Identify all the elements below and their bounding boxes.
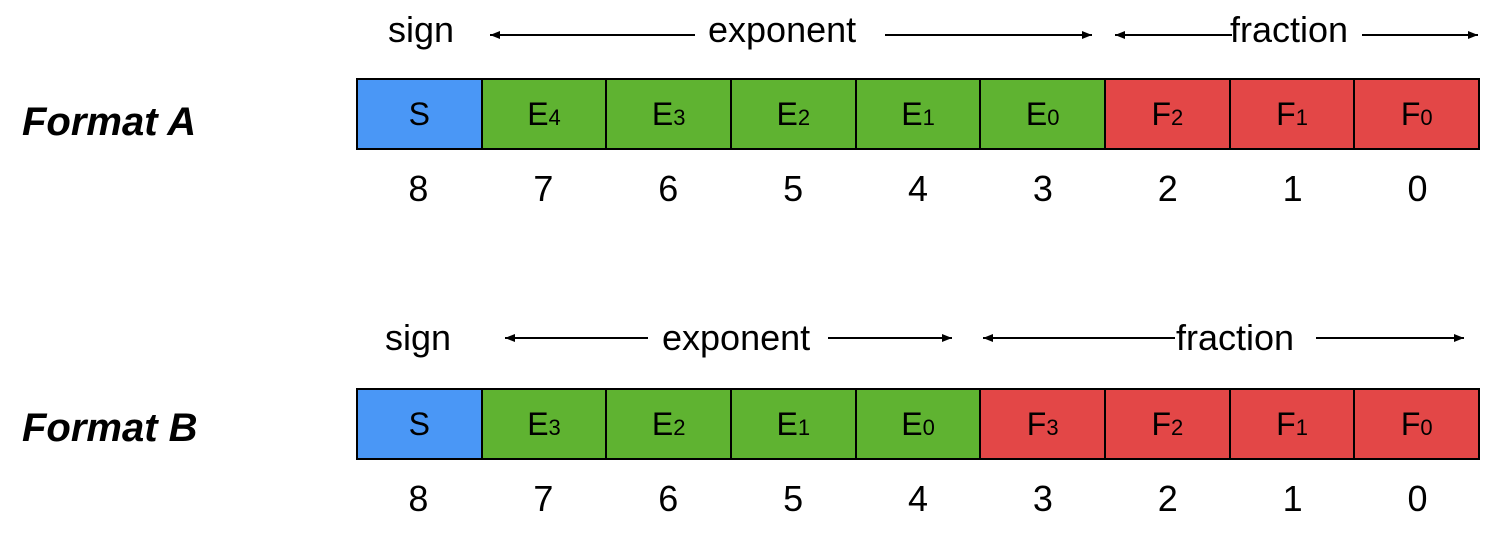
format-a-bit-cell-8: S	[358, 80, 481, 148]
bit-letter: E	[776, 405, 798, 442]
format-b-bit-position-4: 4	[907, 478, 929, 519]
bit-subscript: 1	[922, 105, 935, 130]
format-b-bit-position-3: 3	[1032, 478, 1053, 519]
bit-subscript: 0	[1047, 105, 1060, 130]
bit-subscript: 3	[673, 105, 686, 130]
format-a-bit-position-8: 8	[408, 168, 429, 209]
format-a-bit-position-4: 4	[907, 168, 929, 209]
bit-subscript: 0	[1420, 415, 1433, 440]
format-b-bit-positions: 8 7 6 5 4 3 2 1 0	[356, 478, 1480, 520]
format-b-bit-position-8: 8	[408, 478, 429, 519]
bit-subscript: 0	[922, 415, 935, 440]
format-b-sign-header: sign	[385, 317, 452, 358]
bit-letter: F	[1276, 95, 1296, 132]
bit-letter: E	[651, 405, 674, 442]
bit-letter: S	[408, 95, 430, 132]
bit-letter: F	[1151, 405, 1172, 442]
bit-subscript: 3	[548, 415, 561, 440]
format-a-exponent-header: exponent	[708, 9, 857, 50]
bit-subscript: 2	[673, 415, 686, 440]
bit-subscript: 1	[1295, 415, 1308, 440]
bit-letter: E	[901, 405, 923, 442]
format-b-bit-position-2: 2	[1157, 478, 1178, 519]
bit-subscript: 2	[1171, 415, 1184, 440]
bit-letter: S	[408, 405, 430, 442]
format-b-label: Format B	[22, 406, 198, 450]
format-a-bit-position-6: 6	[658, 168, 679, 209]
bit-subscript: 0	[1420, 105, 1433, 130]
format-b-fraction-header: fraction	[1176, 317, 1295, 358]
bit-letter: F	[1276, 405, 1296, 442]
format-b-bit-position-7: 7	[533, 478, 554, 519]
format-a-bit-positions: 8 7 6 5 4 3 2 1 0	[356, 168, 1480, 210]
format-a-bit-position-2: 2	[1157, 168, 1178, 209]
bit-letter: E	[1025, 95, 1048, 132]
bit-letter: F	[1151, 95, 1172, 132]
bit-letter: F	[1026, 405, 1047, 442]
bit-letter: F	[1400, 405, 1421, 442]
format-b-exponent-header: exponent	[662, 317, 811, 358]
bit-letter: E	[901, 95, 923, 132]
bit-letter: E	[527, 95, 549, 132]
bit-subscript: 3	[1046, 415, 1059, 440]
format-a-sign-header: sign	[388, 9, 455, 50]
format-a-bit-position-7: 7	[533, 168, 554, 209]
bit-letter: F	[1400, 95, 1421, 132]
bit-subscript: 2	[797, 105, 811, 130]
bit-subscript: 2	[1171, 105, 1184, 130]
format-a-bit-position-1: 1	[1282, 168, 1303, 209]
bit-subscript: 1	[1295, 105, 1308, 130]
format-b-bit-cell-8: S	[358, 390, 481, 458]
bit-subscript: 1	[797, 415, 811, 440]
bit-subscript: 4	[548, 105, 561, 130]
bit-letter: E	[527, 405, 549, 442]
format-b-bit-position-5: 5	[783, 478, 804, 519]
format-b-bit-position-0: 0	[1407, 478, 1428, 519]
bit-letter: E	[651, 95, 674, 132]
format-b-bit-position-6: 6	[658, 478, 679, 519]
format-a-bit-position-3: 3	[1032, 168, 1053, 209]
format-a-fraction-header: fraction	[1230, 9, 1349, 50]
format-a-bit-position-0: 0	[1407, 168, 1428, 209]
format-b-bit-position-1: 1	[1282, 478, 1303, 519]
format-a-label: Format A	[22, 100, 197, 144]
format-a-bit-position-5: 5	[783, 168, 804, 209]
bit-letter: E	[776, 95, 798, 132]
